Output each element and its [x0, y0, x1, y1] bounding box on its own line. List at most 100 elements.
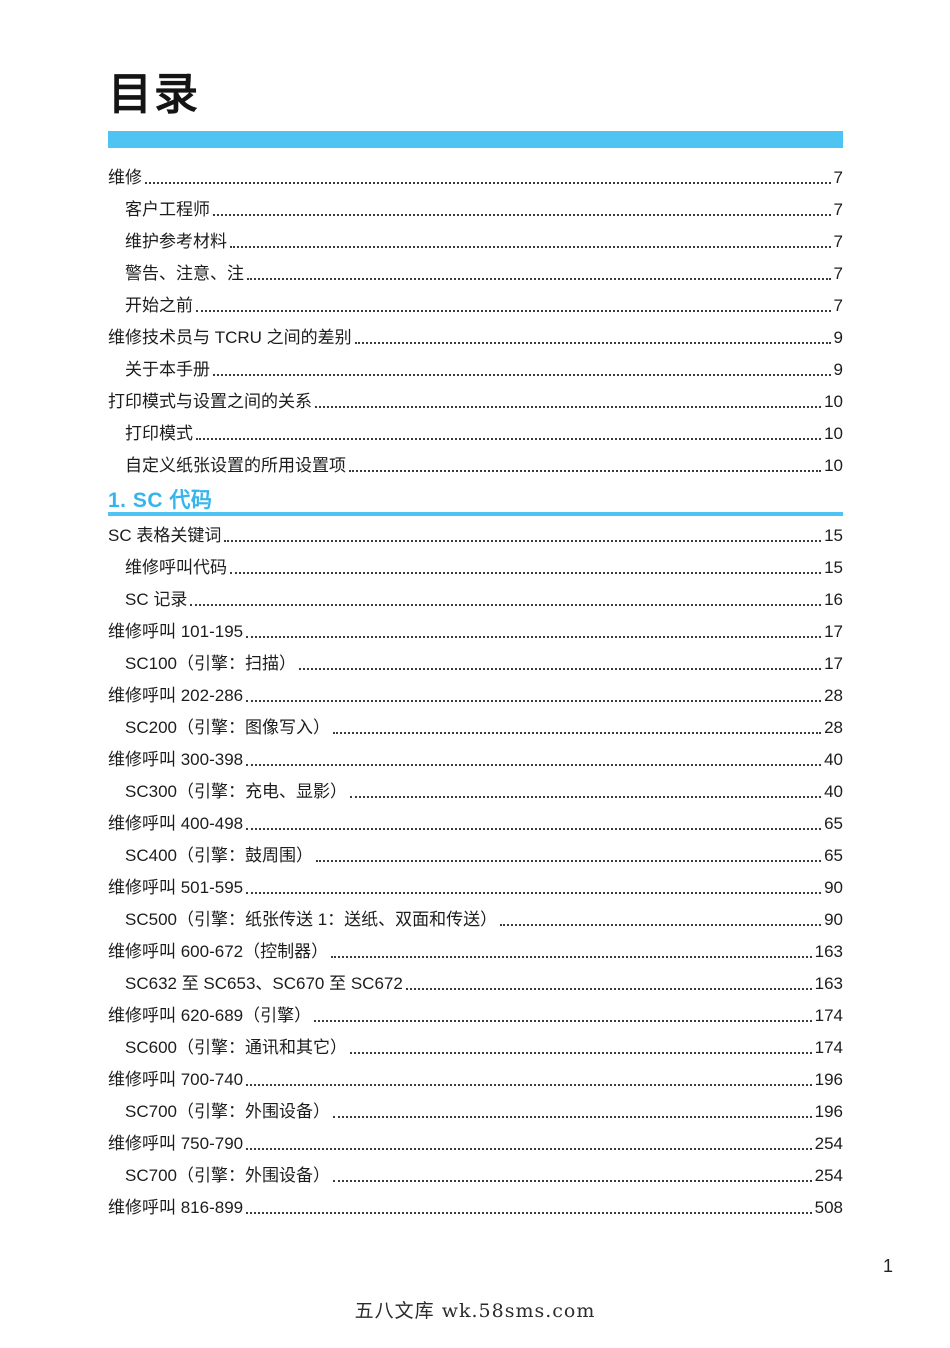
- toc-leader-dots: [224, 540, 822, 542]
- toc-entry-page: 17: [824, 622, 843, 641]
- toc-entry-label: 维修呼叫 300-398: [108, 750, 244, 769]
- toc-entry: 维修技术员与 TCRU 之间的差别 9: [108, 320, 843, 352]
- toc-entry-label: SC200（引擎：图像写入）: [125, 718, 330, 737]
- toc-entry: SC600（引擎：通讯和其它） 174: [108, 1030, 843, 1062]
- toc-entry-page: 7: [833, 232, 843, 251]
- toc-entry-label: SC 表格关键词: [108, 526, 222, 545]
- toc-entry: 维护参考材料 7: [108, 224, 843, 256]
- toc-entry-page: 7: [833, 296, 843, 315]
- toc-leader-dots: [246, 700, 822, 702]
- toc-entry: 维修呼叫 816-899 508: [108, 1190, 843, 1222]
- toc-entry: 打印模式与设置之间的关系 10: [108, 384, 843, 416]
- toc-entry: SC632 至 SC653、SC670 至 SC672 163: [108, 966, 843, 998]
- toc-entry-label: 维修技术员与 TCRU 之间的差别: [108, 328, 352, 347]
- toc-leader-dots: [230, 572, 822, 574]
- title-accent-bar: [108, 131, 843, 148]
- toc-entry: 客户工程师 7: [108, 192, 843, 224]
- toc-entry-label: 自定义纸张设置的所用设置项: [125, 456, 346, 475]
- toc-entry-page: 174: [814, 1038, 843, 1057]
- toc-leader-dots: [500, 924, 822, 926]
- toc-entry: 维修呼叫 620-689（引擎） 174: [108, 998, 843, 1030]
- page-title: 目录: [108, 70, 200, 119]
- toc-entry-label: 维修呼叫 101-195: [108, 622, 244, 641]
- toc-entry-page: 40: [824, 782, 843, 801]
- toc-entry: 维修呼叫 400-498 65: [108, 806, 843, 838]
- toc-entry: SC200（引擎：图像写入） 28: [108, 710, 843, 742]
- toc-entry-label: 维修呼叫 816-899: [108, 1198, 244, 1217]
- toc-entry: 维修呼叫代码 15: [108, 550, 843, 582]
- toc-entry-page: 40: [824, 750, 843, 769]
- toc-entry-label: 打印模式: [125, 424, 193, 443]
- toc-entry: 维修呼叫 600-672（控制器） 163: [108, 934, 843, 966]
- toc-entry-label: 客户工程师: [125, 200, 210, 219]
- toc-entry: SC400（引擎：鼓周围） 65: [108, 838, 843, 870]
- toc-entry: SC100（引擎：扫描） 17: [108, 646, 843, 678]
- toc-entry-page: 254: [814, 1166, 843, 1185]
- toc-leader-dots: [230, 246, 831, 248]
- toc-entry-label: 警告、注意、注: [125, 264, 244, 283]
- toc-entry-label: SC500（引擎：纸张传送 1：送纸、双面和传送）: [125, 910, 498, 929]
- toc-leader-dots: [314, 1020, 812, 1022]
- toc-entry: 维修呼叫 101-195 17: [108, 614, 843, 646]
- toc-leader-dots: [213, 374, 831, 376]
- toc-entry-page: 508: [814, 1198, 843, 1217]
- toc-leader-dots: [196, 310, 831, 312]
- toc-leader-dots: [246, 828, 822, 830]
- toc-entry-label: SC600（引擎：通讯和其它）: [125, 1038, 347, 1057]
- toc-entry: 维修呼叫 700-740 196: [108, 1062, 843, 1094]
- toc-leader-dots: [196, 438, 822, 440]
- toc-entry: 打印模式 10: [108, 416, 843, 448]
- toc-entry-label: 维修呼叫 750-790: [108, 1134, 244, 1153]
- toc-entry-label: SC700（引擎：外围设备）: [125, 1166, 330, 1185]
- toc-entry-label: 关于本手册: [125, 360, 210, 379]
- toc-entry: SC500（引擎：纸张传送 1：送纸、双面和传送） 90: [108, 902, 843, 934]
- toc-leader-dots: [246, 1148, 812, 1150]
- toc-entry-page: 28: [824, 718, 843, 737]
- toc-entry: SC700（引擎：外围设备） 196: [108, 1094, 843, 1126]
- toc-leader-dots: [246, 1084, 812, 1086]
- toc-entry-label: 开始之前: [125, 296, 193, 315]
- toc-entry-page: 16: [824, 590, 843, 609]
- toc-entry: SC 表格关键词 15: [108, 518, 843, 550]
- toc-leader-dots: [331, 956, 812, 958]
- toc-leader-dots: [145, 182, 831, 184]
- toc-entry-page: 10: [824, 456, 843, 475]
- toc-leader-dots: [246, 892, 822, 894]
- toc-entry-label: 维修呼叫 620-689（引擎）: [108, 1006, 312, 1025]
- toc-leader-dots: [405, 988, 812, 990]
- toc-leader-dots: [315, 860, 822, 862]
- toc-entry-page: 174: [814, 1006, 843, 1025]
- toc-leader-dots: [190, 604, 822, 606]
- toc-entry: 警告、注意、注 7: [108, 256, 843, 288]
- toc-entry-page: 28: [824, 686, 843, 705]
- toc-leader-dots: [246, 636, 822, 638]
- toc-leader-dots: [354, 342, 831, 344]
- toc-entry-label: 维修呼叫 700-740: [108, 1070, 244, 1089]
- toc-entry-page: 90: [824, 878, 843, 897]
- toc-entry-page: 17: [824, 654, 843, 673]
- toc-leader-dots: [213, 214, 831, 216]
- toc-entry-label: SC300（引擎：充电、显影）: [125, 782, 347, 801]
- toc-entry-label: SC400（引擎：鼓周围）: [125, 846, 313, 865]
- toc-leader-dots: [332, 1116, 812, 1118]
- toc-entry-label: 维修呼叫 400-498: [108, 814, 244, 833]
- toc-leader-dots: [349, 796, 822, 798]
- toc-entry-page: 9: [833, 328, 843, 347]
- toc-entry-page: 15: [824, 526, 843, 545]
- table-of-contents: 维修 7 客户工程师 7 维护参考材料 7 警告、注意、注 7 开始之前 7 维…: [108, 160, 843, 1222]
- toc-entry-label: 维护参考材料: [125, 232, 227, 251]
- toc-entry-page: 7: [833, 168, 843, 187]
- toc-entry-page: 65: [824, 814, 843, 833]
- toc-leader-dots: [246, 764, 822, 766]
- toc-leader-dots: [349, 470, 822, 472]
- toc-entry-page: 7: [833, 264, 843, 283]
- toc-entry: 关于本手册 9: [108, 352, 843, 384]
- toc-entry: 自定义纸张设置的所用设置项 10: [108, 448, 843, 480]
- toc-leader-dots: [349, 1052, 812, 1054]
- toc-entry: 维修 7: [108, 160, 843, 192]
- toc-entry-label: 维修呼叫 501-595: [108, 878, 244, 897]
- toc-leader-dots: [332, 1180, 812, 1182]
- toc-section-heading: 1. SC 代码: [108, 480, 843, 516]
- toc-entry-label: SC 记录: [125, 590, 188, 609]
